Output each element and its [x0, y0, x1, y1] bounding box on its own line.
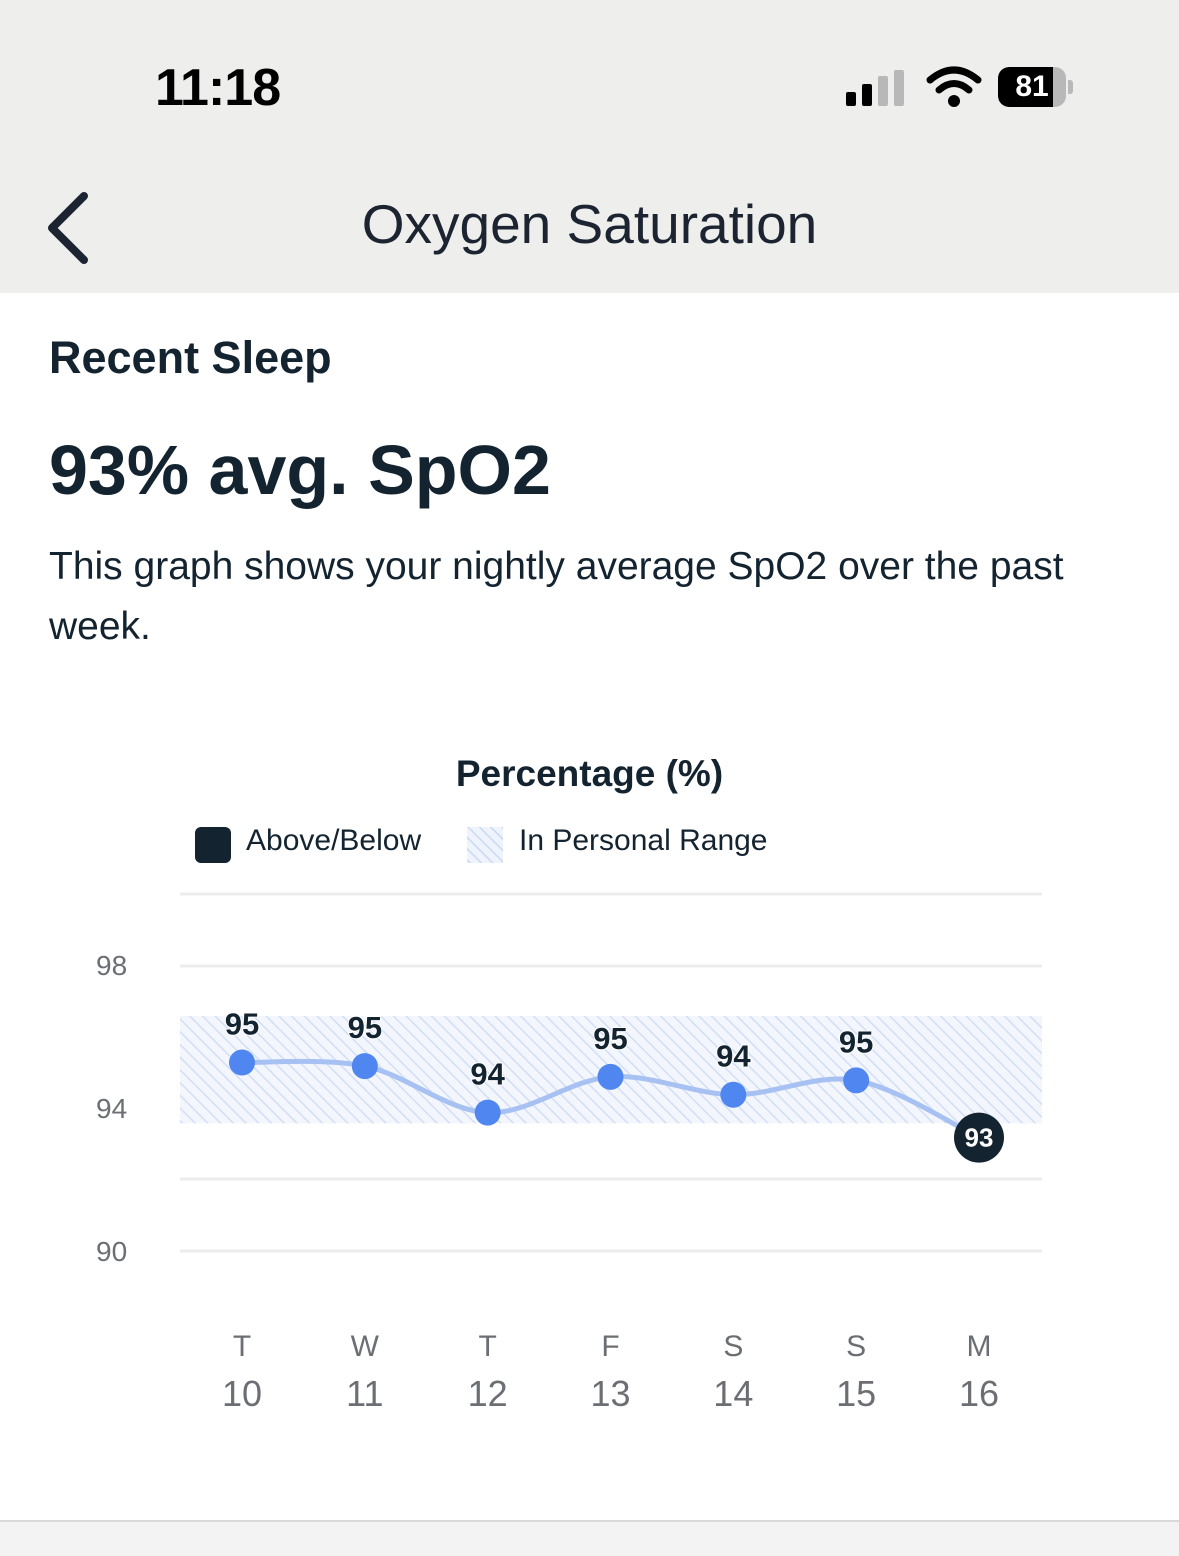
legend-swatch-in-range [467, 827, 503, 863]
x-tick-date: 16 [958, 1373, 1000, 1414]
status-time: 11:18 [155, 59, 281, 117]
battery-icon: 81 [998, 67, 1073, 107]
chart-title: Percentage (%) [455, 753, 724, 794]
chevron-left-icon [48, 192, 88, 264]
page-title: Oxygen Saturation [361, 193, 818, 255]
header-bar: 11:18 81 Oxygen Saturation [0, 0, 1179, 293]
x-tick-date: 13 [590, 1373, 631, 1414]
legend-swatch-above-below [195, 827, 231, 863]
x-tick-day: W [350, 1330, 379, 1363]
x-tick-day: T [478, 1330, 497, 1363]
x-tick-date: 12 [467, 1373, 508, 1414]
data-point[interactable] [720, 1081, 747, 1108]
divider [0, 1520, 1179, 1522]
x-tick-day: S [846, 1330, 867, 1363]
legend-label-above-below: Above/Below [246, 824, 422, 857]
x-tick-date: 14 [713, 1373, 754, 1414]
spo2-line-chart: 95 95 94 95 94 95 93 [180, 892, 1042, 1253]
back-button[interactable] [40, 186, 100, 270]
data-point[interactable] [954, 1112, 1004, 1163]
data-label: 95 [225, 1007, 259, 1042]
data-label: 95 [348, 1010, 382, 1045]
section-title: Recent Sleep [49, 332, 332, 383]
data-label: 93 [965, 1123, 994, 1153]
data-point[interactable] [597, 1063, 624, 1090]
y-tick-label-90: 90 [96, 1236, 128, 1267]
x-tick-day: F [601, 1330, 620, 1363]
y-tick-label-98: 98 [96, 950, 128, 981]
x-tick-date: 10 [221, 1373, 263, 1414]
data-point[interactable] [843, 1067, 870, 1094]
data-label: 94 [470, 1057, 505, 1092]
legend-label-in-range: In Personal Range [519, 824, 768, 857]
x-tick-day: T [232, 1330, 252, 1363]
data-point[interactable] [474, 1099, 501, 1126]
x-tick-date: 15 [836, 1373, 877, 1414]
battery-level: 81 [1015, 70, 1049, 103]
x-tick-day: S [723, 1330, 744, 1363]
data-label: 95 [839, 1024, 873, 1059]
bottom-panel [0, 1522, 1179, 1556]
data-point[interactable] [229, 1049, 255, 1076]
cellular-signal-icon [846, 70, 906, 106]
x-tick-date: 11 [346, 1373, 384, 1414]
data-label: 95 [593, 1021, 627, 1056]
x-tick-day: M [966, 1330, 992, 1363]
y-tick-label-94: 94 [96, 1093, 128, 1124]
wifi-icon [926, 66, 982, 107]
average-spo2-value: 93% avg. SpO2 [49, 431, 551, 509]
data-point[interactable] [351, 1053, 378, 1080]
data-label: 94 [716, 1039, 751, 1074]
chart-description: This graph shows your nightly average Sp… [49, 545, 1064, 648]
